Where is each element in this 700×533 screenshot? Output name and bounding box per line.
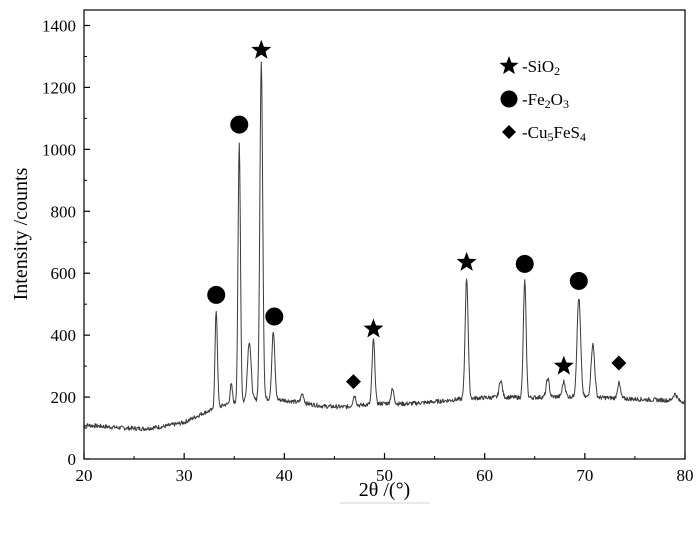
y-tick-label: 600 [51,264,77,283]
legend-diamond-icon [502,125,516,139]
legend-label: -Fe2O3 [522,90,569,111]
circle-marker [265,307,284,326]
y-tick-label: 1400 [42,16,76,35]
star-marker [553,355,574,375]
legend-star-icon [499,56,519,75]
diamond-marker [611,355,627,371]
legend-label-part: FeS [554,123,580,142]
legend-label: -SiO2 [522,57,560,78]
axis-ticks [83,24,686,460]
circle-marker [515,254,534,273]
series-line [83,61,686,432]
y-tick-label: 0 [68,450,77,469]
legend-label-subscript: 5 [548,130,554,144]
legend-label-part: O [551,90,563,109]
x-tick-label: 30 [176,466,193,485]
y-axis-title: Intensity /counts [10,167,32,300]
circle-marker [207,285,226,304]
x-tick-label: 70 [576,466,593,485]
x-tick-label: 50 [376,466,393,485]
star-marker [456,251,477,271]
x-tick-label: 40 [276,466,293,485]
legend-label-part: -Fe [522,90,545,109]
legend: -SiO2-Fe2O3-Cu5FeS4 [499,56,586,144]
legend-circle-icon [500,90,518,108]
y-tick-label: 400 [51,326,77,345]
legend-label-part: -Cu [522,123,548,142]
legend-label-subscript: 4 [580,130,586,144]
y-tick-label: 1200 [42,78,76,97]
circle-marker [230,115,249,134]
x-tick-label: 80 [677,466,694,485]
star-marker [251,39,272,59]
x-axis-title: 2θ /(°) [359,479,410,501]
y-tick-label: 200 [51,388,77,407]
legend-label-subscript: 3 [563,97,569,111]
y-tick-label: 1000 [42,140,76,159]
x-tick-label: 20 [76,466,93,485]
diamond-marker [345,374,361,390]
legend-label-part: -SiO [522,57,554,76]
legend-label-subscript: 2 [545,97,551,111]
legend-label: -Cu5FeS4 [522,123,586,144]
legend-label-subscript: 2 [554,64,560,78]
star-marker [363,318,384,338]
plot-frame [83,9,686,460]
peak-markers [207,39,627,390]
x-tick-label: 60 [476,466,493,485]
y-tick-label: 800 [51,202,77,221]
circle-marker [569,271,588,290]
